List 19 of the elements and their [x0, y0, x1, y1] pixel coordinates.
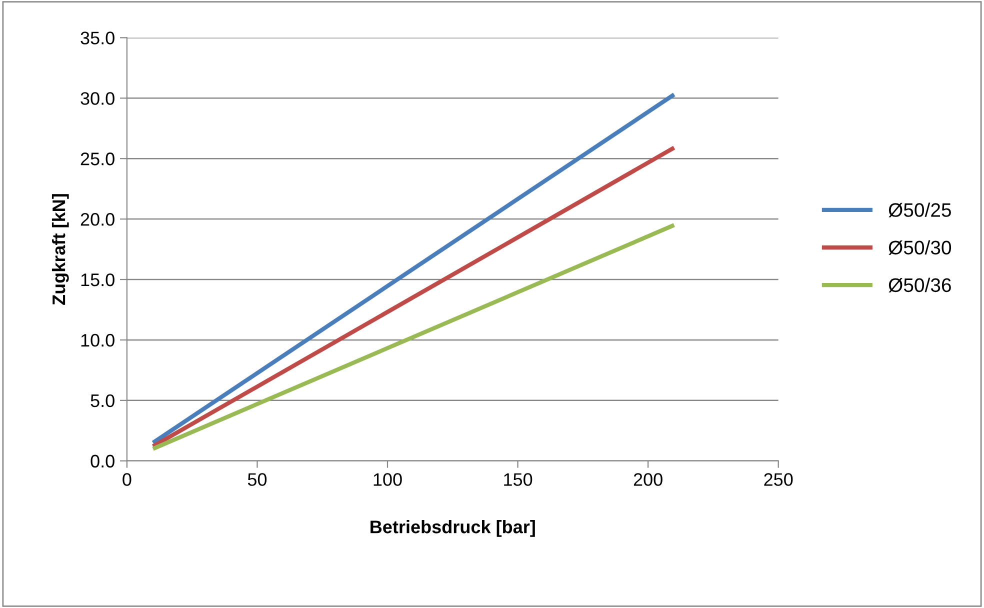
x-tick-label: 250 — [764, 473, 793, 486]
y-axis-title: Zugkraft [kN] — [52, 194, 69, 305]
y-tick-label: 10.0 — [81, 334, 114, 347]
y-tick-label: 25.0 — [80, 152, 114, 166]
legend-label: Ø50/25 — [888, 202, 951, 218]
x-tick-label: 50 — [248, 473, 267, 486]
y-tick-label: 15.0 — [81, 273, 114, 286]
y-tick-label: 0.0 — [90, 454, 114, 468]
x-tick-label: 100 — [374, 473, 402, 486]
x-axis-title: Betriebsdruck [bar] — [370, 520, 535, 537]
y-tick-label: 30.0 — [80, 92, 114, 105]
legend-label: Ø50/36 — [888, 278, 951, 292]
legend-label: Ø50/30 — [888, 240, 952, 255]
x-tick-label: 200 — [634, 473, 662, 486]
y-tick-label: 5.0 — [90, 394, 114, 408]
y-tick-label: 20.0 — [80, 212, 114, 226]
x-tick-label: 150 — [504, 473, 532, 486]
x-tick-label: 0 — [122, 473, 132, 486]
y-tick-label: 35.0 — [80, 32, 114, 44]
